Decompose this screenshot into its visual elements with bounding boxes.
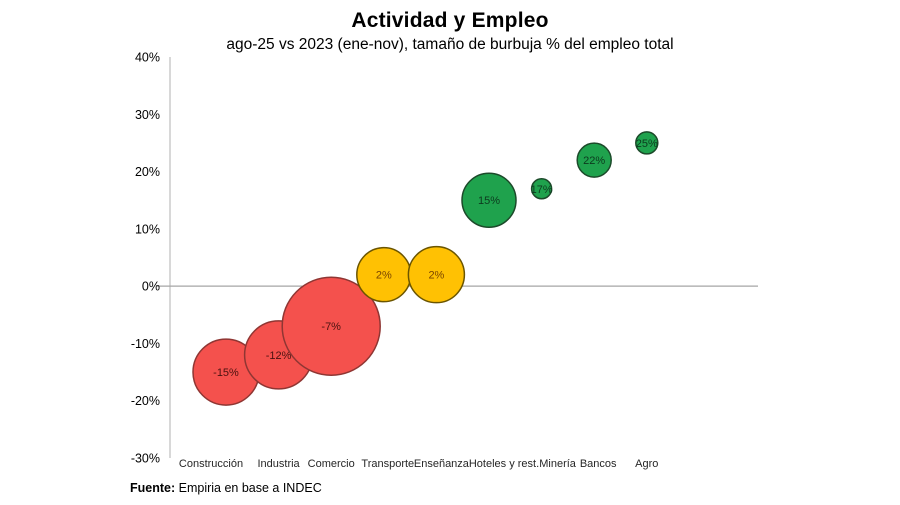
bubble-value-label-bancos: 22% [583, 155, 605, 167]
source-label: Fuente: [130, 481, 176, 495]
bubble-bancos [576, 142, 612, 178]
x-category-label-agro: Agro [635, 458, 658, 470]
bubble-value-label-industria: -12% [266, 350, 292, 362]
source-text: Empiria en base a INDEC [175, 481, 322, 495]
bubble-mineria [530, 178, 553, 200]
x-category-label-mineria: Minería [539, 458, 577, 470]
x-category-label-transporte: Transporte [361, 458, 414, 470]
y-tick-label-10: 10% [135, 222, 160, 236]
source-note: Fuente: Empiria en base a INDEC [130, 481, 322, 495]
y-tick-label-40: 40% [135, 51, 160, 65]
y-tick-label-10: -10% [131, 337, 160, 351]
bubble-value-label-comercio: -7% [321, 321, 341, 333]
bubble-value-label-ensenanza: 2% [428, 270, 444, 282]
y-tick-label-30: 30% [135, 108, 160, 122]
bubble-value-label-hoteles-y-rest: 15% [478, 195, 500, 207]
bubble-value-label-transporte: 2% [376, 270, 392, 282]
x-category-label-comercio: Comercio [308, 458, 355, 470]
y-tick-label-20: -20% [131, 394, 160, 408]
bubble-value-label-agro: 25% [636, 138, 658, 150]
x-category-label-hoteles-y-rest: Hoteles y rest. [469, 458, 539, 470]
x-category-label-ensenanza: Enseñanza [414, 458, 470, 470]
bubble-comercio [281, 276, 381, 376]
x-category-label-construccion: Construcción [179, 458, 243, 470]
bubble-ensenanza [407, 245, 466, 304]
y-tick-label-0: 0% [142, 280, 160, 294]
x-category-label-industria: Industria [257, 458, 300, 470]
bubble-value-label-construccion: -15% [213, 367, 239, 379]
bubble-agro [635, 131, 659, 155]
bubble-value-label-mineria: 17% [531, 184, 553, 196]
x-category-label-bancos: Bancos [580, 458, 617, 470]
y-tick-label-30: -30% [131, 452, 160, 466]
y-tick-label-20: 20% [135, 165, 160, 179]
bubble-hoteles-y-rest [461, 172, 517, 228]
